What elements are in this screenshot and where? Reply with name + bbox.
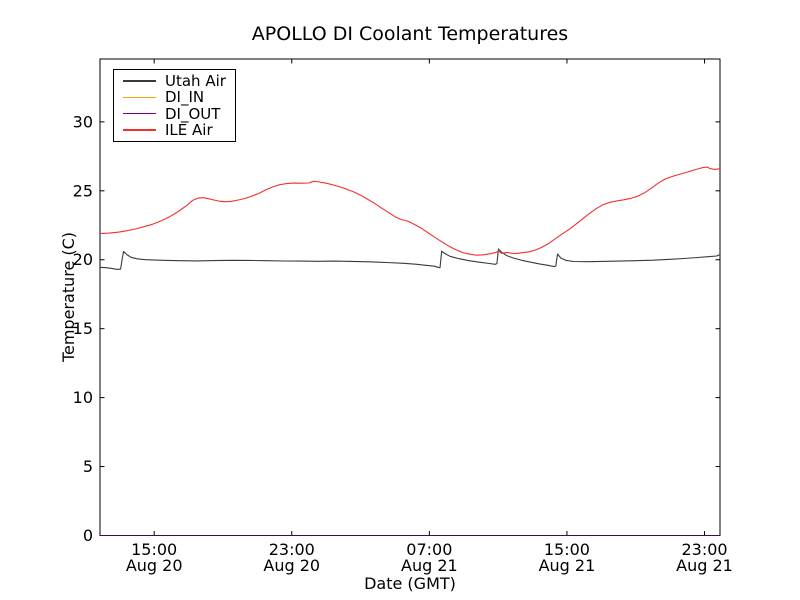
legend-row: Utah Air [114,73,235,89]
x-tick-label-time: 23:00 [681,540,727,559]
x-tick-label-time: 15:00 [544,540,590,559]
legend-line-sample [123,112,156,115]
series-line-ile-air [99,166,721,256]
y-tick-label: 20 [73,250,93,269]
x-tick-label-date: Aug 20 [263,556,320,575]
series-lines [99,166,721,537]
y-tick-label: 25 [73,181,93,200]
x-tick-label-date: Aug 21 [676,556,733,575]
legend-line-sample [123,80,156,82]
y-tick-label: 0 [83,526,93,545]
legend: Utah Air DI_IN DI_OUT ILE Air [113,69,236,142]
x-tick-label-date: Aug 21 [539,556,596,575]
chart-title: APOLLO DI Coolant Temperatures [252,23,568,45]
x-axis-label: Date (GMT) [364,574,456,593]
x-tick-label-date: Aug 21 [401,556,458,575]
legend-row: DI_IN [114,89,235,105]
x-tick-label-time: 15:00 [131,540,177,559]
legend-label: ILE Air [165,120,213,139]
x-tick-label-time: 07:00 [406,540,452,559]
y-tick-label: 15 [73,319,93,338]
axis-ticks [100,59,720,536]
y-axis-label: Temperature (C) [59,232,78,363]
legend-line-sample [123,129,156,131]
legend-label: DI_IN [165,88,205,107]
y-tick-label: 5 [83,457,93,476]
y-tick-label: 10 [73,388,93,407]
y-tick-label: 30 [73,112,93,131]
legend-row: ILE Air [114,122,235,138]
legend-label: DI_OUT [165,104,221,123]
x-tick-label-date: Aug 20 [126,556,183,575]
series-line-utah-air [99,248,720,270]
legend-label: Utah Air [165,72,226,91]
legend-line-sample [123,96,156,99]
x-tick-label-time: 23:00 [269,540,315,559]
legend-row: DI_OUT [114,106,235,122]
